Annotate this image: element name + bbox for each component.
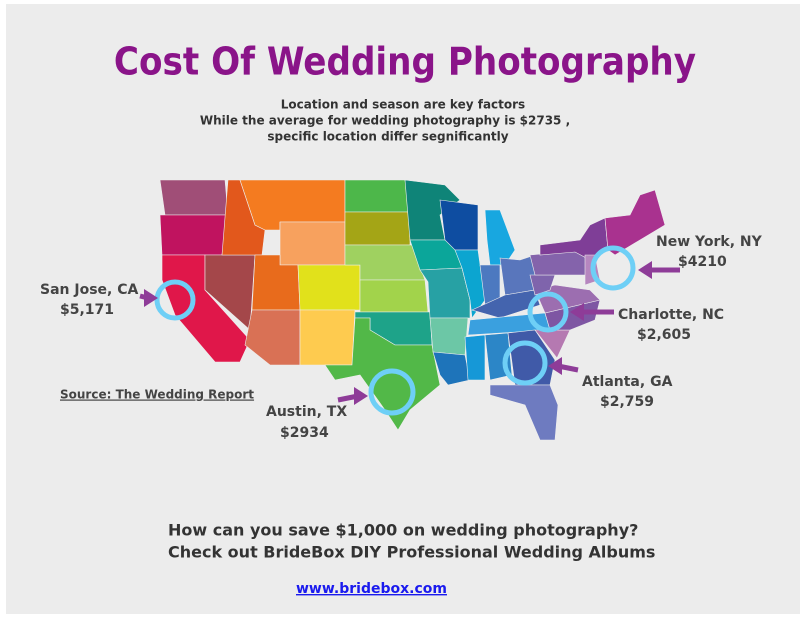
state	[159, 179, 229, 216]
call-to-action: Check out BrideBox DIY Professional Wedd…	[168, 543, 655, 562]
arrow-head	[638, 261, 652, 279]
state	[359, 279, 429, 313]
state	[464, 334, 486, 381]
city-name: Austin, TX	[266, 404, 347, 420]
call-to-action: How can you save $1,000 on wedding photo…	[168, 521, 638, 540]
subtitle: specific location differ segnificantly	[267, 130, 508, 144]
subtitle: Location and season are key factors	[281, 98, 525, 112]
city-price: $4210	[678, 254, 727, 270]
state	[344, 211, 411, 246]
city-markers: San Jose, CA $5,171 Austin, TX $2934 Atlanta…	[40, 234, 763, 441]
city-name: San Jose, CA	[40, 282, 138, 298]
state	[297, 264, 361, 311]
arrow-head	[548, 357, 562, 375]
arrow-head	[354, 387, 368, 405]
city-circle	[368, 368, 416, 416]
city-price: $2934	[280, 425, 329, 441]
state	[279, 221, 346, 266]
state	[432, 351, 471, 386]
city-circle	[527, 291, 569, 333]
subtitle: While the average for wedding photograph…	[200, 114, 570, 128]
city-price: $5,171	[60, 302, 114, 318]
state	[454, 249, 486, 319]
website-link[interactable]: www.bridebox.com	[296, 581, 447, 597]
city-name: New York, NY	[656, 234, 763, 250]
city-circle	[590, 245, 636, 291]
arrow-head	[570, 303, 584, 321]
city-name: Charlotte, NC	[618, 307, 724, 323]
city-price: $2,759	[600, 394, 654, 410]
state	[429, 317, 469, 356]
city-circle	[154, 279, 196, 321]
state	[299, 309, 356, 366]
state	[244, 309, 301, 366]
source: Source: The Wedding Report	[60, 388, 254, 402]
city-name: Atlanta, GA	[582, 374, 673, 390]
state	[344, 179, 411, 213]
city-circle	[502, 340, 548, 386]
city-price: $2,605	[637, 327, 691, 343]
state	[159, 214, 229, 256]
title: Cost Of Wedding Photography	[114, 40, 696, 84]
state	[489, 384, 559, 441]
arrow-head	[144, 289, 158, 307]
state	[604, 189, 666, 256]
